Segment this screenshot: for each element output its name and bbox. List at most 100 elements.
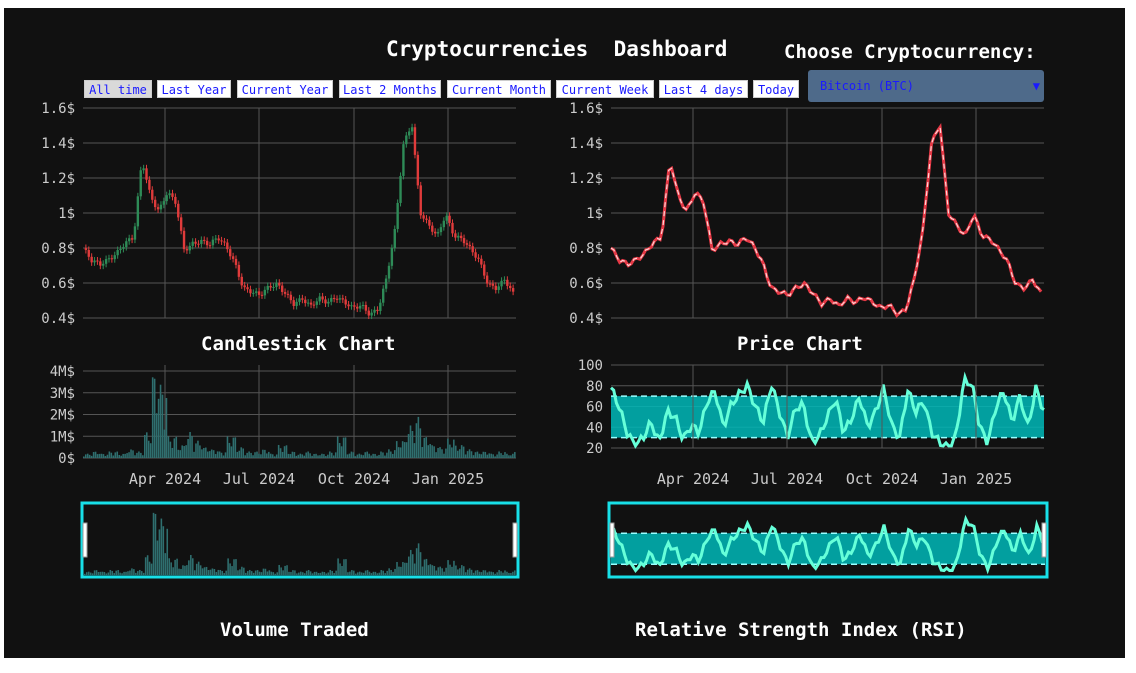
candle <box>133 226 137 240</box>
x-tick-label: Jan 2025 <box>940 470 1012 488</box>
navigator-volume-bar <box>172 567 174 575</box>
candle <box>312 304 316 306</box>
volume-chart: 4M$ 3M$ 2M$ 1M$ 0$ Apr 2024 Jul 2024 Oct 2024 Ja… <box>50 364 516 488</box>
candle <box>99 261 102 266</box>
chevron-down-icon: ▼ <box>1032 79 1040 93</box>
candle <box>102 263 105 266</box>
crypto-select[interactable]: Bitcoin (BTC) ▼ <box>808 70 1044 102</box>
navigator-volume-bar <box>142 572 145 575</box>
volume-bar <box>232 437 235 458</box>
navigator-volume-bar <box>508 572 510 575</box>
navigator-frame <box>607 501 1049 579</box>
navigator-volume-bar <box>99 571 102 575</box>
candle <box>84 248 88 250</box>
candle <box>330 298 333 302</box>
candle <box>344 299 347 305</box>
navigator-volume-bar <box>166 528 169 575</box>
candle <box>301 298 304 300</box>
navigator-volume-bar <box>223 573 225 575</box>
volume-bar <box>90 455 93 458</box>
volume-bar <box>161 394 164 458</box>
navigator-volume-bar <box>315 571 318 575</box>
navigator-volume-bar <box>317 573 320 575</box>
volume-bar <box>175 436 178 458</box>
navigator-volume-bar <box>480 572 483 575</box>
candle <box>451 222 454 234</box>
x-tick-label: Jan 2025 <box>412 470 484 488</box>
navigator-volume-bar <box>300 571 302 575</box>
navigator-volume-bar <box>264 568 267 575</box>
range-last-4-days-button[interactable]: Last 4 days <box>659 80 748 98</box>
volume-bar <box>356 454 359 458</box>
candle <box>93 260 96 263</box>
volume-bar <box>307 451 309 458</box>
volume-bar <box>88 454 91 458</box>
navigator-volume-bar <box>400 566 402 575</box>
volume-bar <box>269 453 272 458</box>
volume-bar <box>114 452 117 458</box>
range-current-month-button[interactable]: Current Month <box>447 80 551 98</box>
volume-bar <box>98 453 101 458</box>
navigator-volume-bar <box>121 573 123 575</box>
range-last-year-button[interactable]: Last Year <box>157 80 231 98</box>
navigator-volume-bar <box>133 569 135 575</box>
navigator-volume-bar <box>398 566 400 575</box>
navigator-volume-bar <box>109 569 112 575</box>
navigator-volume-bar <box>195 563 198 575</box>
navigator-volume-bar <box>353 570 355 575</box>
navigator-volume-bar <box>429 564 432 575</box>
candle <box>119 248 122 251</box>
volume-bar <box>364 452 367 458</box>
navigator-volume-bar <box>91 573 94 575</box>
rsi-line <box>610 514 1046 575</box>
candle <box>350 305 353 307</box>
volume-bar <box>411 430 414 458</box>
volume-bar <box>433 446 435 458</box>
volume-bar <box>441 449 443 458</box>
candle <box>191 241 194 246</box>
navigator-volume-bar <box>260 572 263 575</box>
volume-bar <box>415 423 418 458</box>
navigator-volume-bar <box>502 572 504 575</box>
range-current-year-button[interactable]: Current Year <box>237 80 333 98</box>
y-tick-label: 1$ <box>58 206 75 222</box>
candle <box>110 258 114 260</box>
volume-bar <box>289 454 292 458</box>
candle <box>402 144 405 176</box>
candle <box>358 305 362 309</box>
candle <box>179 217 183 231</box>
navigator-volume-bar <box>268 570 271 575</box>
volume-bar <box>447 438 449 458</box>
navigator-volume-bar <box>199 565 202 575</box>
candle <box>485 275 489 284</box>
volume-navigator[interactable] <box>80 501 520 579</box>
volume-bar <box>437 448 439 458</box>
x-tick-label: Oct 2024 <box>318 470 390 488</box>
volume-bar <box>189 431 191 458</box>
navigator-volume-bar <box>184 565 186 575</box>
navigator-volume-bar <box>115 570 117 575</box>
volume-bar <box>303 455 306 458</box>
candle <box>509 285 512 289</box>
navigator-left-handle <box>82 522 88 558</box>
candle <box>457 235 460 238</box>
range-all-time-button[interactable]: All time <box>84 80 152 98</box>
volume-bar <box>399 447 402 458</box>
navigator-volume-bar <box>476 570 479 575</box>
range-today-button[interactable]: Today <box>753 80 799 98</box>
volume-bar <box>84 454 87 458</box>
candle <box>306 302 310 304</box>
rsi-navigator[interactable] <box>607 501 1049 579</box>
navigator-volume-bar <box>494 573 496 575</box>
volume-bar <box>504 452 506 458</box>
range-current-week-button[interactable]: Current Week <box>556 80 654 98</box>
volume-bar <box>210 449 213 458</box>
candle <box>356 306 359 309</box>
candle <box>353 305 356 307</box>
candle <box>211 239 215 246</box>
range-last-2-months-button[interactable]: Last 2 Months <box>339 80 441 98</box>
volume-bar <box>301 454 304 458</box>
navigator-volume-bar <box>372 571 375 575</box>
volume-bar <box>273 456 276 458</box>
navigator-volume-bar <box>319 572 322 575</box>
